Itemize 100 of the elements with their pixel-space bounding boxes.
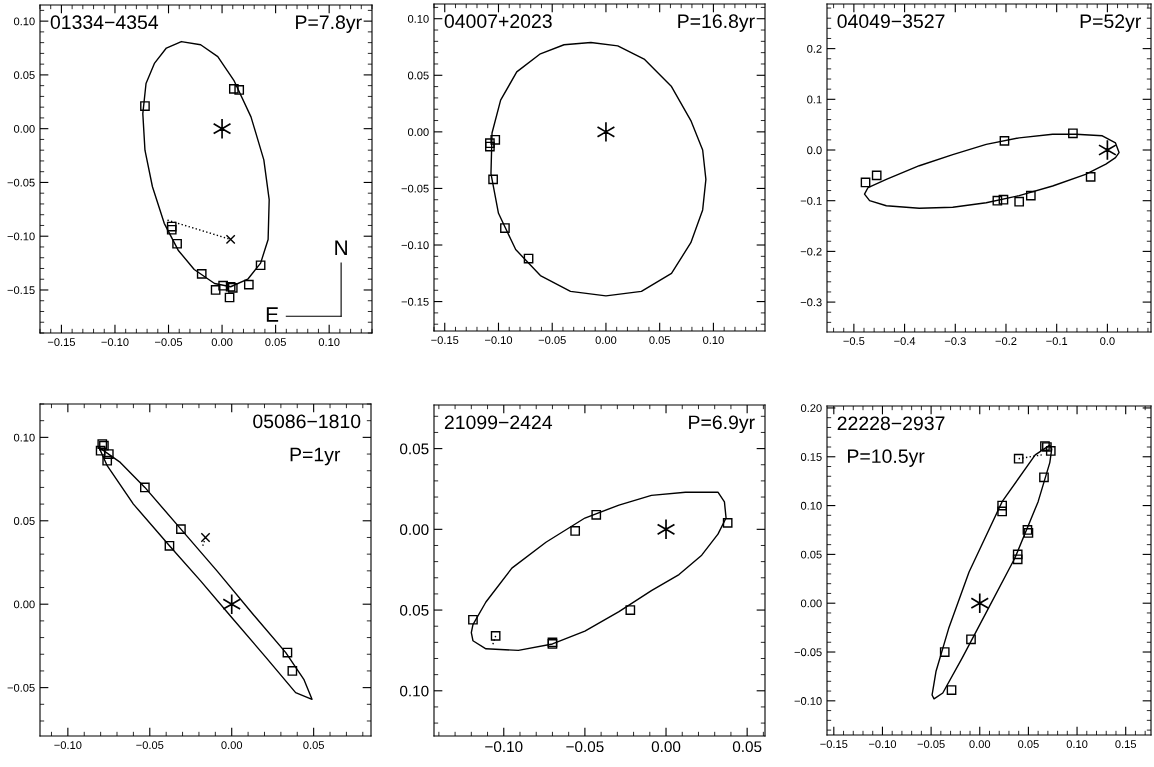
y-tick-label: 0.00 (407, 128, 429, 136)
point (212, 118, 232, 140)
point (218, 280, 228, 291)
x-tick-label: −0.10 (868, 740, 897, 749)
point (998, 194, 1009, 205)
x-tick-label: −0.2 (995, 337, 1017, 346)
y-tick-label: 0.10 (13, 17, 35, 26)
point (596, 121, 616, 143)
x-tick-label: 0.10 (1066, 740, 1088, 749)
annotation: E (266, 307, 279, 322)
y-tick-label: 0.0 (807, 146, 822, 155)
point (172, 238, 182, 249)
point (287, 666, 298, 676)
y-tick-label: −0.05 (401, 184, 429, 193)
x-tick-label: −0.5 (843, 337, 865, 346)
y-tick-label: 0.10 (13, 433, 35, 442)
point (282, 647, 293, 658)
x-tick-label: 0.00 (595, 336, 617, 345)
point (656, 518, 676, 540)
y-tick-label: 0.05 (13, 517, 35, 525)
x-tick-label: 0.00 (651, 741, 681, 753)
point (196, 268, 207, 279)
x-tick-label: 0.00 (969, 740, 991, 749)
x-tick-label: 0.05 (649, 336, 671, 345)
y-tick-label: −0.10 (7, 232, 35, 241)
point (591, 509, 602, 520)
x-tick-label: −0.10 (101, 338, 129, 347)
x-tick-label: −0.05 (136, 741, 164, 750)
point (625, 605, 636, 615)
point (200, 532, 211, 543)
point (488, 174, 498, 185)
point (997, 506, 1007, 517)
y-tick-label: −0.15 (7, 286, 35, 295)
y-tick-label: 0.10 (407, 14, 429, 23)
point (523, 253, 534, 264)
point (970, 592, 990, 614)
y-tick-label: 0.05 (13, 71, 35, 80)
x-tick-label: 0.15 (1115, 740, 1137, 749)
x-tick-label: 0.05 (732, 741, 762, 753)
annotation: N (335, 240, 347, 255)
point (1012, 549, 1023, 560)
y-tick-label: −0.1 (800, 196, 822, 205)
chart-title: 01334−4354 (50, 15, 159, 30)
point (225, 234, 236, 245)
x-tick-label: 0.05 (265, 338, 286, 347)
point (1012, 554, 1023, 565)
y-tick-label: 0.00 (13, 600, 35, 609)
x-tick-label: −0.05 (917, 740, 945, 749)
x-tick-label: 0.00 (211, 338, 233, 347)
point (999, 136, 1010, 146)
point (255, 260, 266, 271)
point (860, 177, 871, 188)
text: P=10.5yr (848, 449, 925, 467)
x-tick-label: −0.15 (47, 338, 76, 347)
point (164, 540, 175, 551)
x-tick-label: −0.05 (155, 338, 183, 347)
x-tick-label: 0.05 (1018, 740, 1039, 749)
y-tick-label: 0.05 (407, 71, 429, 80)
point (234, 85, 245, 95)
chart-subtitle: P=7.8yr (296, 15, 362, 33)
x-tick-label: −0.10 (485, 741, 523, 753)
y-tick-label: −0.10 (794, 697, 822, 705)
chart-title: 04049−3527 (837, 14, 945, 29)
point (140, 101, 150, 111)
y-tick-label: 0.05 (400, 443, 429, 455)
y-tick-label: 0.10 (800, 501, 822, 510)
y-tick-label: 0.00 (400, 524, 429, 536)
point (102, 455, 113, 466)
y-tick-label: 0.10 (400, 685, 429, 697)
point (95, 445, 106, 456)
x-tick-label: −0.4 (894, 337, 916, 346)
point (1068, 128, 1078, 139)
point (966, 634, 976, 645)
point (490, 134, 501, 145)
chart-subtitle: P=52yr (1080, 14, 1141, 32)
x-tick-label: 0.0 (1100, 337, 1115, 346)
text: P=1yr (290, 447, 341, 466)
point (1039, 472, 1049, 483)
x-tick-label: −0.1 (1046, 337, 1068, 346)
x-tick-label: 0.10 (318, 338, 340, 347)
point (1085, 172, 1096, 182)
point (176, 524, 186, 534)
point (1045, 446, 1056, 456)
x-tick-label: −0.3 (944, 337, 966, 346)
x-tick-label: 0.05 (303, 741, 324, 750)
point (722, 518, 733, 528)
point (103, 449, 114, 459)
point (939, 647, 950, 657)
x-tick-label: −0.15 (431, 336, 459, 345)
y-tick-label: 0.2 (807, 44, 822, 53)
y-tick-label: −0.05 (7, 683, 35, 692)
chart-subtitle: P=6.9yr (689, 415, 755, 434)
y-tick-label: −0.15 (401, 297, 429, 306)
point (1014, 196, 1025, 207)
point (243, 279, 254, 290)
point (997, 500, 1007, 511)
point (871, 170, 882, 181)
y-tick-label: −0.05 (7, 178, 35, 187)
y-tick-label: −0.3 (800, 298, 822, 307)
chart-title: 21099−2424 (444, 415, 553, 430)
